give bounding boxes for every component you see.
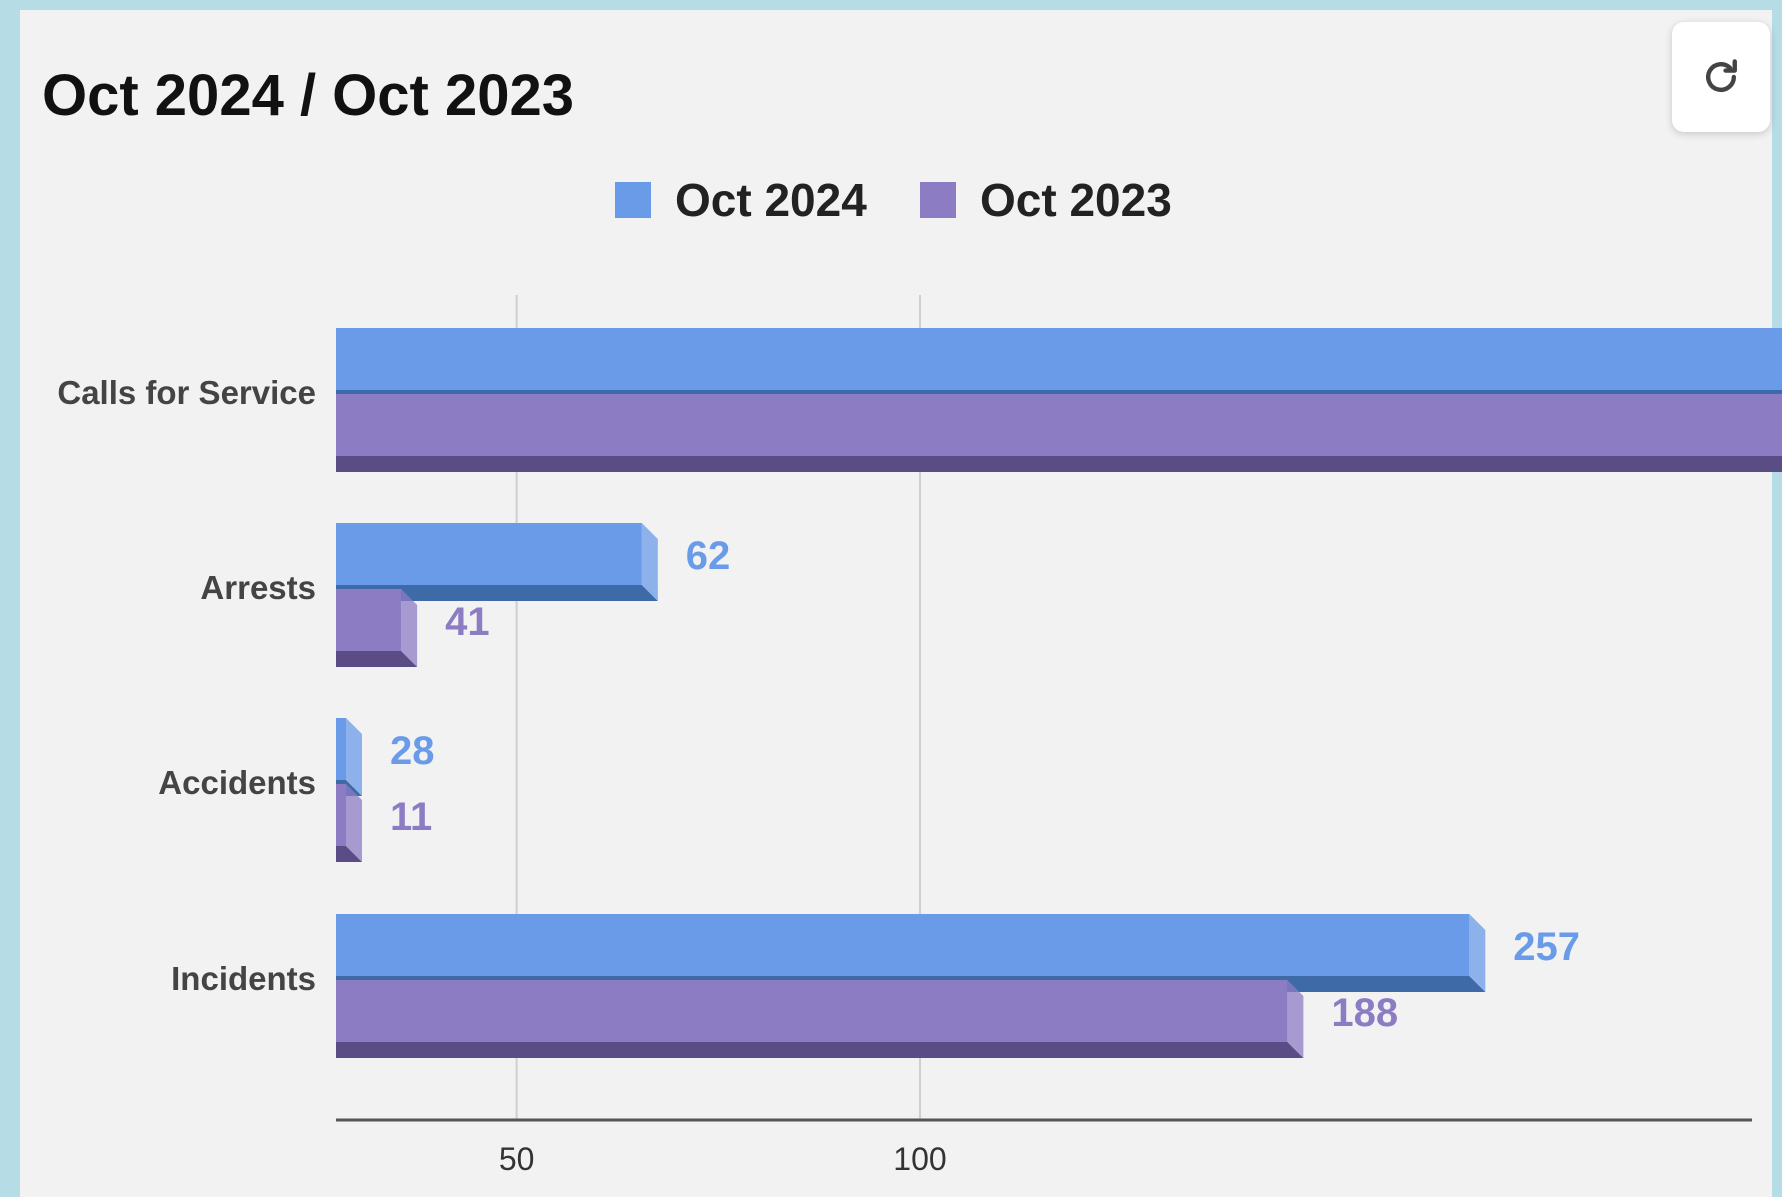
legend-swatch-1 — [920, 182, 956, 218]
refresh-button[interactable] — [1672, 22, 1770, 132]
value-label-2-1: 11 — [390, 795, 432, 839]
bar-bottom-3-1 — [336, 1042, 1304, 1058]
bar-side-1-1 — [401, 589, 418, 667]
category-label-2: Accidents — [158, 764, 316, 801]
category-label-0: Calls for Service — [57, 374, 316, 411]
bar-bottom-1-0 — [336, 585, 658, 601]
category-label-3: Incidents — [171, 960, 316, 997]
x-tick-label-1: 100 — [893, 1141, 946, 1177]
bar-0-1 — [336, 394, 1782, 456]
value-label-1-1: 41 — [445, 600, 490, 644]
refresh-icon — [1705, 59, 1737, 93]
bar-bottom-1-1 — [336, 651, 418, 667]
bar-2-0 — [336, 718, 346, 780]
value-label-3-0: 257 — [1513, 925, 1580, 969]
value-label-1-0: 62 — [686, 534, 731, 578]
bar-1-1 — [336, 589, 402, 651]
bar-3-0 — [336, 914, 1470, 976]
value-label-2-0: 28 — [390, 729, 435, 773]
bar-side-3-1 — [1287, 980, 1304, 1058]
legend-label-1: Oct 2023 — [980, 174, 1172, 226]
bar-1-0 — [336, 523, 642, 585]
bar-side-3-0 — [1469, 914, 1486, 992]
bar-side-2-0 — [346, 718, 362, 796]
bar-bottom-0-1 — [336, 456, 1782, 472]
value-label-3-1: 188 — [1331, 991, 1398, 1035]
x-tick-label-0: 50 — [499, 1141, 535, 1177]
legend-label-0: Oct 2024 — [675, 174, 867, 226]
category-label-1: Arrests — [200, 569, 316, 606]
legend-swatch-0 — [615, 182, 651, 218]
bar-2-1 — [336, 784, 346, 846]
bar-side-1-0 — [641, 523, 658, 601]
bar-0-0 — [336, 328, 1782, 390]
bar-bottom-2-1 — [336, 846, 362, 862]
bar-3-1 — [336, 980, 1288, 1042]
bar-side-2-1 — [346, 784, 362, 862]
chart-title: Oct 2024 / Oct 2023 — [42, 63, 574, 128]
